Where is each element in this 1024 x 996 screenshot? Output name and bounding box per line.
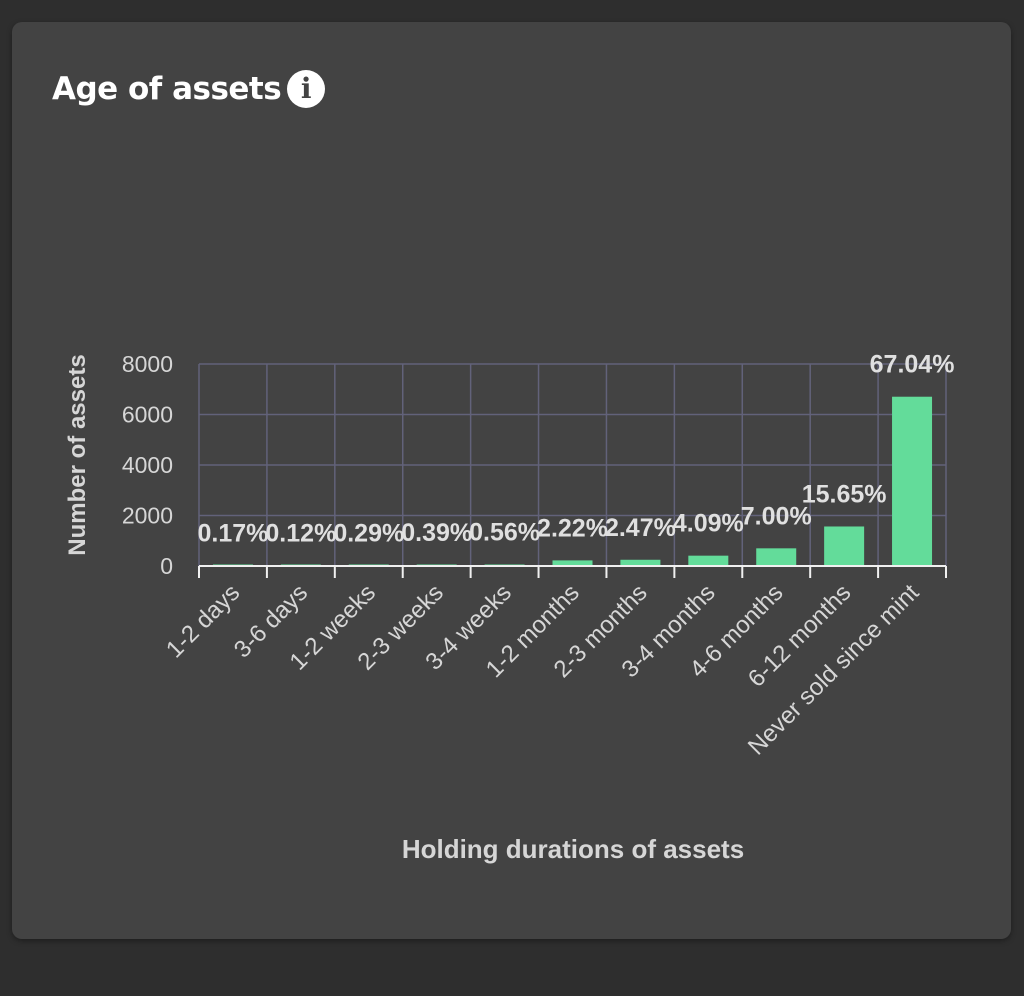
data-label: 0.12% — [265, 520, 336, 548]
y-tick-label: 2000 — [122, 503, 173, 529]
bar[interactable] — [756, 548, 797, 566]
y-tick-label: 0 — [160, 553, 173, 579]
data-label: 4.09% — [673, 510, 744, 538]
data-label: 2.47% — [605, 514, 676, 542]
data-label: 0.39% — [401, 519, 472, 547]
bar[interactable] — [824, 526, 865, 566]
bar[interactable] — [620, 559, 661, 566]
data-label: 0.17% — [198, 520, 269, 548]
y-axis-title: Number of assets — [64, 354, 91, 555]
data-label: 15.65% — [802, 480, 887, 508]
card-title: Age of assets — [52, 71, 282, 107]
y-tick-label: 6000 — [122, 402, 173, 428]
card-header: Age of assets i — [52, 70, 326, 108]
data-label: 0.56% — [469, 519, 540, 547]
y-tick-label: 4000 — [122, 452, 173, 478]
y-tick-label: 8000 — [122, 351, 173, 377]
data-label: 0.29% — [333, 519, 404, 547]
data-labels: 0.17%0.12%0.29%0.39%0.56%2.22%2.47%4.09%… — [198, 351, 955, 548]
info-icon[interactable]: i — [287, 70, 326, 108]
data-label: 7.00% — [741, 502, 812, 530]
bar[interactable] — [892, 396, 933, 566]
bar[interactable] — [688, 555, 729, 566]
chart-card: Age of assets i — [12, 22, 1011, 939]
bars — [212, 396, 933, 566]
bar[interactable] — [552, 560, 593, 566]
x-axis-title: Holding durations of assets — [402, 834, 744, 864]
data-label: 2.22% — [537, 514, 608, 542]
grid-lines — [198, 363, 947, 566]
x-tick-label: 1-2 days — [161, 579, 245, 663]
data-label: 67.04% — [870, 351, 955, 379]
